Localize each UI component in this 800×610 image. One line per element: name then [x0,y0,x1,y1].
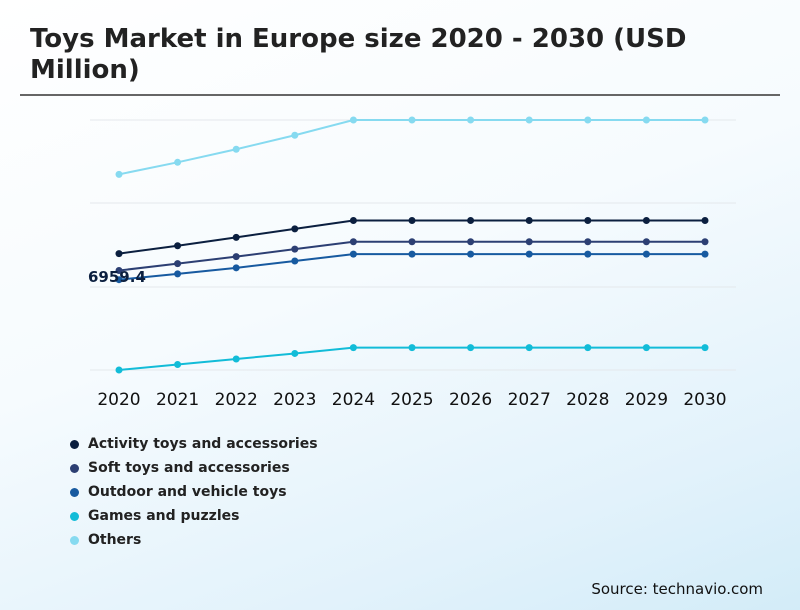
data-point [584,250,592,258]
data-point [642,344,650,352]
source-note: Source: technavio.com [591,580,763,598]
data-point [291,245,299,253]
data-point [115,170,123,178]
data-point [467,344,475,352]
data-point [584,238,592,246]
x-axis-ticks: 2020 2021 2022 2023 2024 2025 2026 2027 2028 2029… [97,390,726,410]
data-point [408,116,416,124]
x-tick-label: 2025 [390,390,433,410]
legend-label: Others [88,532,142,548]
series-4 [115,116,709,178]
data-point [291,349,299,357]
data-point [584,116,592,124]
x-tick-label: 2022 [215,390,258,410]
data-point [115,267,123,275]
series-0 [115,217,709,258]
legend-label: Games and puzzles [88,508,240,524]
legend-item: Games and puzzles [70,504,318,528]
data-point [467,250,475,258]
chart-title: Toys Market in Europe size 2020 - 2030 (… [30,24,687,85]
data-point [701,217,709,225]
data-point [642,250,650,258]
x-tick-label: 2021 [156,390,199,410]
data-point [232,264,240,272]
data-point [467,238,475,246]
legend-dot-icon [70,511,79,521]
data-point [349,250,357,258]
data-point [408,250,416,258]
data-point [174,260,182,268]
data-point [115,276,123,284]
data-point [525,217,533,225]
data-point [467,116,475,124]
data-point [467,217,475,225]
x-tick-label: 2028 [566,390,609,410]
legend-item: Outdoor and vehicle toys [70,480,318,504]
data-point [174,158,182,166]
data-point [115,366,123,374]
series-line-4 [118,119,705,176]
data-point [584,217,592,225]
data-point [701,250,709,258]
data-point [701,238,709,246]
data-point [174,242,182,250]
data-point [642,238,650,246]
x-tick-label: 2029 [625,390,668,410]
start-value-annotation: 6959.4 [88,268,146,286]
series-line-2 [118,253,705,281]
x-tick-label: 2030 [683,390,726,410]
series-group [115,116,709,374]
legend-item: Others [70,528,318,552]
data-point [408,344,416,352]
legend-label: Activity toys and accessories [88,436,318,452]
data-point [701,344,709,352]
data-point [232,355,240,363]
line-chart: 2020 2021 2022 2023 2024 2025 2026 2027 2028 2029… [88,116,736,410]
x-tick-label: 2020 [97,390,140,410]
data-point [642,217,650,225]
data-point [408,217,416,225]
data-point [701,116,709,124]
data-point [525,238,533,246]
title-divider [20,94,780,96]
series-3 [115,344,709,374]
data-point [291,257,299,265]
legend-item: Soft toys and accessories [70,456,318,480]
legend-dot-icon [70,487,79,497]
series-2 [115,250,709,284]
data-point [349,217,357,225]
legend-item: Activity toys and accessories [70,432,318,456]
data-point [525,250,533,258]
legend-dot-icon [70,535,79,545]
series-line-0 [118,219,705,255]
data-point [349,238,357,246]
legend-dot-icon [70,439,79,449]
data-point [291,225,299,233]
data-point [174,360,182,368]
data-point [525,116,533,124]
legend: Activity toys and accessories Soft toys a… [70,432,318,552]
legend-label: Soft toys and accessories [88,460,290,476]
data-point [232,233,240,241]
data-point [642,116,650,124]
data-point [349,344,357,352]
data-point [232,145,240,153]
x-tick-label: 2026 [449,390,492,410]
data-point [115,250,123,258]
data-point [174,270,182,278]
x-tick-label: 2023 [273,390,316,410]
data-point [584,344,592,352]
x-tick-label: 2024 [332,390,375,410]
data-point [349,116,357,124]
data-point [291,131,299,139]
x-tick-label: 2027 [508,390,551,410]
data-point [525,344,533,352]
series-1 [115,238,709,275]
legend-dot-icon [70,463,79,473]
data-point [408,238,416,246]
data-point [232,253,240,261]
legend-label: Outdoor and vehicle toys [88,484,287,500]
